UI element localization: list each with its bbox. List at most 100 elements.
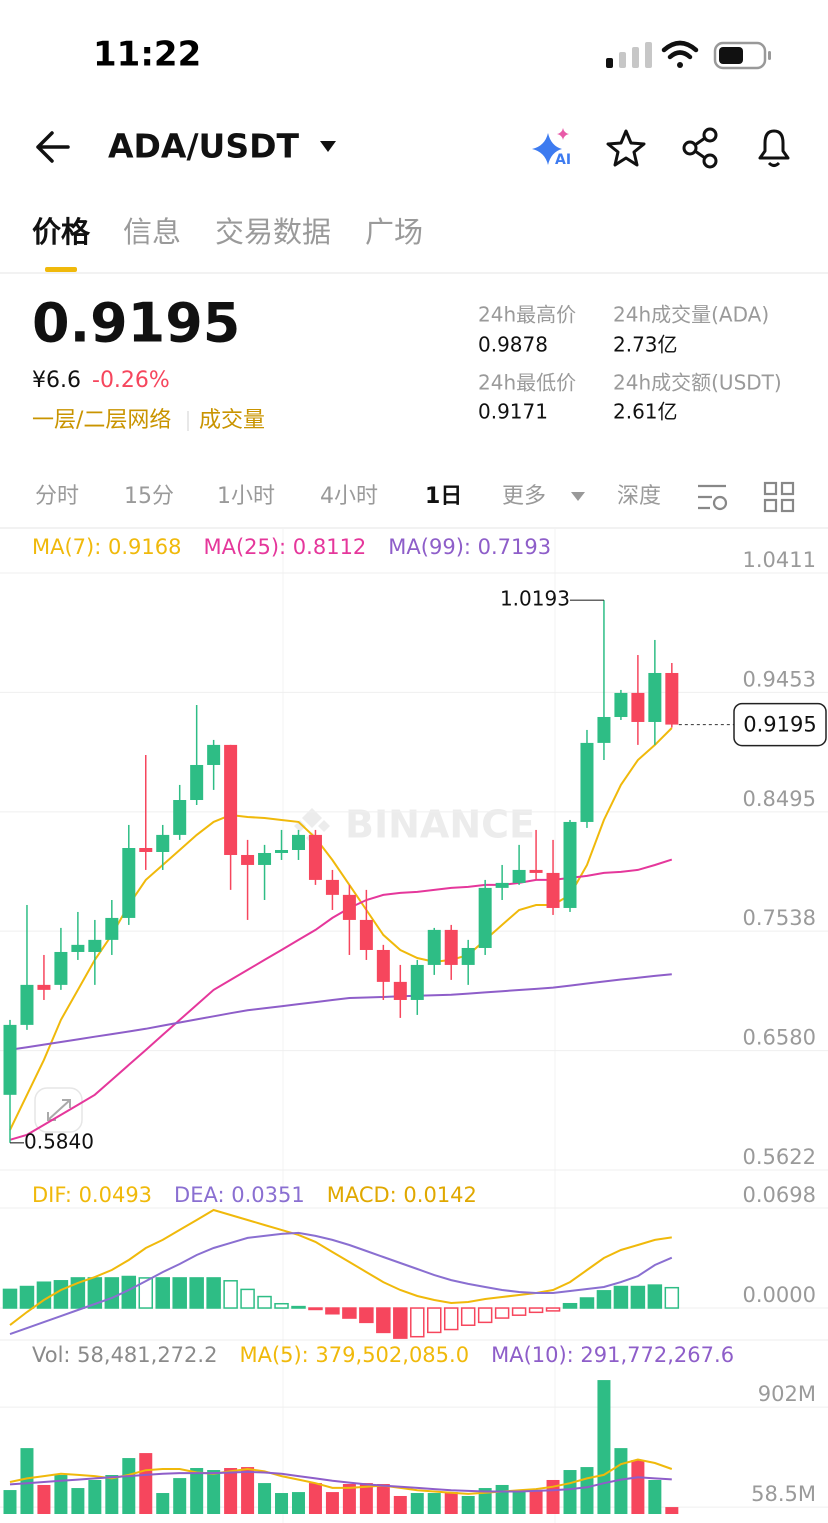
- legend-entry: MACD: 0.0142: [327, 1183, 477, 1207]
- volume-bar: [529, 1490, 543, 1514]
- stat-value: 0.9878: [478, 333, 548, 357]
- volume-bar: [563, 1470, 577, 1514]
- candle-body: [291, 834, 305, 850]
- interval-tab[interactable]: 15分: [124, 484, 174, 509]
- tab[interactable]: 价格: [32, 215, 91, 249]
- tab[interactable]: 信息: [123, 215, 181, 249]
- back-button[interactable]: [36, 131, 70, 163]
- volume-bar: [139, 1453, 153, 1514]
- volume-bar: [495, 1484, 509, 1514]
- candle-body: [241, 854, 255, 865]
- stat-label: 24h最高价: [478, 303, 576, 327]
- favorite-button[interactable]: [606, 129, 646, 167]
- macd-bar: [308, 1307, 323, 1311]
- candle-body: [173, 800, 187, 835]
- candle-body: [580, 742, 594, 822]
- volume-bar: [54, 1475, 68, 1514]
- share-button[interactable]: [682, 127, 718, 169]
- macd-bar: [257, 1295, 272, 1309]
- volume-bar: [173, 1478, 187, 1514]
- expand-button[interactable]: [34, 1087, 83, 1133]
- candle-body: [376, 949, 390, 982]
- watermark: BINANCE: [345, 803, 535, 847]
- interval-tab[interactable]: 4小时: [320, 484, 378, 509]
- price-change: -0.26%: [92, 368, 170, 393]
- volume-bar: [37, 1484, 51, 1514]
- macd-bar: [53, 1280, 69, 1309]
- candle-body: [546, 872, 560, 908]
- ai-button[interactable]: AI: [532, 128, 571, 168]
- tag[interactable]: 成交量: [199, 408, 265, 433]
- y-tick-label: 1.0411: [743, 548, 816, 572]
- indicator-line: [9, 858, 673, 1141]
- macd-bar: [223, 1280, 238, 1309]
- volume-bar: [308, 1483, 322, 1514]
- volume-bar: [512, 1490, 526, 1514]
- status-time: 11:22: [93, 35, 201, 75]
- macd-bar: [359, 1307, 374, 1324]
- tab[interactable]: 交易数据: [215, 215, 331, 249]
- volume-bar: [241, 1467, 255, 1514]
- macd-bar: [664, 1286, 680, 1309]
- alert-button[interactable]: [758, 129, 790, 167]
- candle-body: [631, 692, 645, 722]
- volume-bar: [3, 1490, 17, 1514]
- macd-bar: [613, 1285, 629, 1309]
- indicator-line: [9, 727, 673, 1131]
- wifi-icon: [661, 40, 699, 68]
- more-dropdown[interactable]: [571, 492, 585, 501]
- macd-bar: [545, 1307, 561, 1312]
- volume-bar: [631, 1460, 645, 1514]
- volume-bar: [122, 1458, 136, 1514]
- macd-bar: [155, 1277, 170, 1309]
- volume-bar: [597, 1380, 611, 1514]
- interval-tab[interactable]: 1日: [425, 484, 462, 509]
- symbol-title[interactable]: ADA/USDT: [108, 127, 299, 166]
- candle-body: [105, 917, 119, 940]
- layout-toggle[interactable]: [763, 481, 795, 513]
- volume-bar: [427, 1493, 441, 1514]
- candle-body: [54, 951, 68, 985]
- interval-tab[interactable]: 深度: [617, 484, 661, 509]
- volume-bar: [342, 1484, 356, 1514]
- stat-label: 24h成交额(USDT): [613, 371, 782, 395]
- candle-body: [122, 848, 136, 918]
- legend-entry: MA(25): 0.8112: [203, 535, 366, 559]
- macd-bar: [172, 1277, 187, 1309]
- macd-bar: [630, 1285, 646, 1309]
- interval-tab[interactable]: 更多: [502, 484, 546, 509]
- legend-entry: DEA: 0.0351: [174, 1183, 305, 1207]
- legend-entry: MA(5): 379,502,085.0: [239, 1343, 469, 1367]
- candle-body: [461, 947, 475, 965]
- indicator-line: [9, 1470, 672, 1493]
- candle-body: [156, 834, 170, 852]
- y-tick-label: 0.6580: [743, 1026, 816, 1050]
- candle-body: [410, 964, 424, 1000]
- legend-entry: MA(7): 0.9168: [32, 535, 181, 559]
- volume-bar: [444, 1492, 458, 1514]
- symbol-dropdown[interactable]: [320, 141, 336, 152]
- volume-bar: [156, 1493, 170, 1514]
- y-tick-label: 902M: [758, 1382, 816, 1406]
- candle-body: [427, 929, 441, 965]
- candle-body: [342, 894, 356, 920]
- indicator-settings[interactable]: [698, 484, 728, 511]
- macd-bar: [189, 1277, 204, 1309]
- volume-bar: [665, 1507, 679, 1514]
- interval-tab[interactable]: 分时: [35, 484, 79, 509]
- candle-body: [512, 869, 526, 883]
- tab[interactable]: 广场: [365, 215, 423, 249]
- svg-text:AI: AI: [555, 152, 571, 168]
- last-price-tag: [733, 702, 827, 747]
- max-label: 1.0193: [500, 587, 570, 611]
- macd-bar: [376, 1307, 391, 1334]
- macd-bar: [70, 1277, 86, 1309]
- stat-value: 0.9171: [478, 400, 548, 424]
- candle-body: [597, 716, 611, 743]
- macd-bar: [511, 1307, 527, 1316]
- interval-tab[interactable]: 1小时: [217, 484, 275, 509]
- volume-bar: [614, 1448, 628, 1514]
- tag[interactable]: 一层/二层网络: [32, 408, 171, 433]
- cny-price: ¥6.6: [32, 368, 81, 393]
